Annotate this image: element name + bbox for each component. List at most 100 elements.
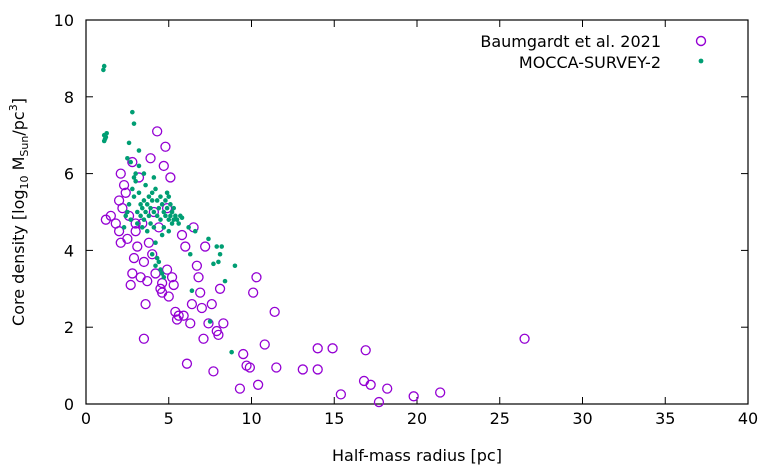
data-point-mocca <box>169 209 175 215</box>
y-axis-title-part: /pc <box>9 111 28 135</box>
data-point-mocca <box>141 217 147 222</box>
data-point-baumgardt <box>163 291 174 302</box>
data-point-mocca <box>158 267 163 272</box>
plot-border <box>85 19 749 405</box>
data-point-mocca <box>168 202 173 207</box>
data-point-mocca <box>166 194 172 199</box>
data-point-baumgardt <box>152 126 163 137</box>
data-point-mocca <box>104 130 109 136</box>
data-point-baumgardt <box>435 387 446 398</box>
data-point-baumgardt <box>181 358 193 369</box>
data-point-mocca <box>144 202 150 207</box>
legend-label-mocca: MOCCA-SURVEY-2 <box>519 53 661 72</box>
data-point-baumgardt <box>218 318 229 329</box>
data-point-mocca <box>163 198 168 203</box>
data-point-mocca <box>153 240 158 246</box>
data-point-mocca <box>101 63 107 69</box>
data-point-baumgardt <box>244 362 255 373</box>
data-point-baumgardt <box>382 383 393 394</box>
data-point-baumgardt <box>180 241 191 252</box>
data-point-baumgardt <box>251 272 262 283</box>
data-point-baumgardt <box>117 203 128 214</box>
data-point-baumgardt <box>193 272 204 283</box>
series-baumgardt-points <box>100 126 530 408</box>
data-point-baumgardt <box>128 252 140 264</box>
y-tick-label: 4 <box>64 241 74 260</box>
data-point-mocca <box>163 213 168 219</box>
data-point-baumgardt <box>105 210 116 221</box>
y-tick-label: 0 <box>64 395 74 414</box>
data-point-mocca <box>222 278 228 284</box>
data-point-mocca <box>171 217 177 222</box>
data-point-mocca <box>151 209 157 215</box>
data-point-mocca <box>192 228 198 234</box>
data-point-baumgardt <box>200 241 211 252</box>
data-point-baumgardt <box>135 272 146 283</box>
legend: Baumgardt et al. 2021 MOCCA-SURVEY-2 <box>480 32 707 72</box>
data-point-mocca <box>151 175 157 180</box>
data-point-mocca <box>189 288 195 294</box>
data-point-baumgardt <box>178 310 189 321</box>
data-point-baumgardt <box>213 329 224 341</box>
data-point-mocca <box>126 202 132 207</box>
data-point-mocca <box>125 155 130 161</box>
data-point-mocca <box>138 213 143 219</box>
data-point-mocca <box>154 255 160 261</box>
data-point-mocca <box>136 148 142 153</box>
data-point-baumgardt <box>130 218 141 229</box>
legend-marker-mocca <box>698 58 704 64</box>
data-point-mocca <box>135 209 140 215</box>
data-point-baumgardt <box>269 306 280 317</box>
data-point-mocca <box>121 225 127 230</box>
data-point-baumgardt <box>297 364 308 375</box>
data-point-baumgardt <box>312 343 323 354</box>
data-point-mocca <box>141 198 147 203</box>
data-point-baumgardt <box>234 383 246 394</box>
x-tick-label: 40 <box>738 409 758 428</box>
data-point-mocca <box>103 134 109 140</box>
data-point-mocca <box>131 194 137 199</box>
y-tick-label: 2 <box>64 318 74 337</box>
data-point-baumgardt <box>143 237 155 248</box>
data-point-mocca <box>161 209 167 215</box>
data-point-baumgardt <box>130 226 141 237</box>
data-point-baumgardt <box>373 396 385 408</box>
data-point-mocca <box>207 319 213 324</box>
data-point-mocca <box>164 190 170 196</box>
data-point-mocca <box>217 251 223 257</box>
series-mocca-points <box>101 63 238 355</box>
data-point-mocca <box>156 259 162 265</box>
x-axis: 0 5 10 15 20 25 30 35 40 <box>81 20 758 428</box>
data-point-baumgardt <box>115 237 126 248</box>
y-axis-title-part: M <box>9 157 28 176</box>
x-tick-label: 15 <box>324 409 344 428</box>
data-point-mocca <box>146 194 152 199</box>
data-point-mocca <box>206 236 211 242</box>
x-tick-label: 0 <box>81 409 91 428</box>
data-point-baumgardt <box>248 287 259 298</box>
data-point-baumgardt <box>195 287 206 298</box>
legend-marker-baumgardt <box>695 35 707 47</box>
data-point-baumgardt <box>214 283 226 294</box>
data-point-baumgardt <box>118 179 130 191</box>
data-point-baumgardt <box>140 299 151 310</box>
data-point-baumgardt <box>160 141 171 152</box>
data-point-mocca <box>153 186 158 192</box>
data-point-baumgardt <box>120 187 131 198</box>
data-point-mocca <box>156 205 162 211</box>
data-point-baumgardt <box>271 362 282 373</box>
y-axis-title: Core density [log10 MSun/pc3] <box>7 98 31 326</box>
data-point-mocca <box>130 186 135 192</box>
data-point-mocca <box>214 244 220 249</box>
x-tick-label: 25 <box>490 409 510 428</box>
data-point-baumgardt <box>158 160 169 172</box>
data-point-mocca <box>125 209 130 215</box>
x-tick-label: 5 <box>164 409 174 428</box>
x-tick-label: 30 <box>572 409 592 428</box>
data-point-mocca <box>164 205 170 211</box>
data-point-mocca <box>229 349 234 355</box>
x-tick-label: 20 <box>407 409 427 428</box>
data-point-mocca <box>149 198 155 203</box>
data-point-mocca <box>130 109 135 115</box>
data-point-baumgardt <box>186 299 198 310</box>
